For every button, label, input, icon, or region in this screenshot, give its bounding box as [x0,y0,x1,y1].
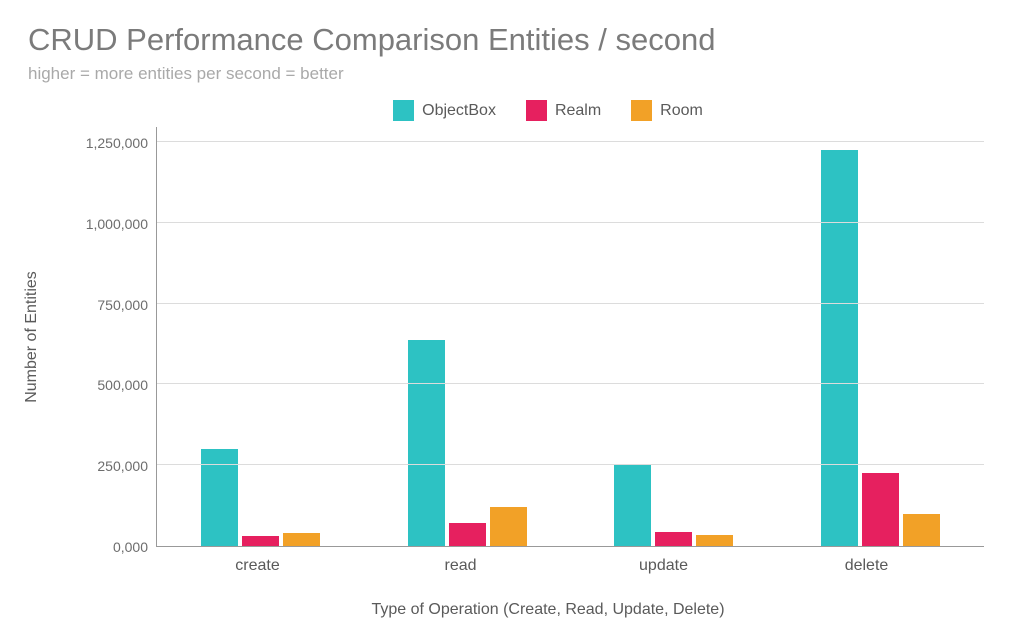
bar [821,150,858,546]
x-axis-label: Type of Operation (Create, Read, Update,… [88,601,1008,619]
x-tick-label: update [562,557,765,575]
bar [614,465,651,546]
bar [283,533,320,546]
legend-swatch [631,100,652,121]
legend-label: Room [660,102,703,120]
x-tick-label: delete [765,557,968,575]
bar [449,523,486,546]
plot [156,127,984,547]
plot-area: Number of Entities 0,000250,000500,00075… [76,127,1008,547]
y-tick-label: 1,250,000 [86,135,148,151]
category-group [777,127,984,546]
bar [490,507,527,546]
gridline [157,303,984,304]
category-group [364,127,571,546]
y-tick-label: 750,000 [97,297,148,313]
legend-item: Room [631,100,703,121]
gridline [157,383,984,384]
chart-subtitle: higher = more entities per second = bett… [28,64,1008,84]
bar [903,514,940,546]
legend-label: ObjectBox [422,102,496,120]
chart-title: CRUD Performance Comparison Entities / s… [28,22,1008,58]
legend-swatch [393,100,414,121]
category-group [157,127,364,546]
legend-item: Realm [526,100,601,121]
legend-item: ObjectBox [393,100,496,121]
bar-group [201,127,320,546]
y-axis: 0,000250,000500,000750,0001,000,0001,250… [76,127,156,547]
y-tick-label: 1,000,000 [86,216,148,232]
bar [242,536,279,546]
category-group [571,127,778,546]
bar-group [408,127,527,546]
bar [862,473,899,546]
x-axis-ticks: createreadupdatedelete [156,557,968,575]
y-tick-label: 500,000 [97,377,148,393]
x-tick-label: create [156,557,359,575]
bar [408,340,445,546]
x-tick-label: read [359,557,562,575]
chart-container: CRUD Performance Comparison Entities / s… [0,0,1024,633]
gridline [157,222,984,223]
gridline [157,141,984,142]
legend-swatch [526,100,547,121]
bar-group [821,127,940,546]
gridline [157,464,984,465]
legend: ObjectBox Realm Room [88,100,1008,121]
bar-group [614,127,733,546]
legend-label: Realm [555,102,601,120]
bar [655,532,692,547]
y-tick-label: 0,000 [113,539,148,555]
bar [696,535,733,546]
y-axis-label: Number of Entities [23,271,41,403]
category-bars [157,127,984,546]
y-tick-label: 250,000 [97,458,148,474]
